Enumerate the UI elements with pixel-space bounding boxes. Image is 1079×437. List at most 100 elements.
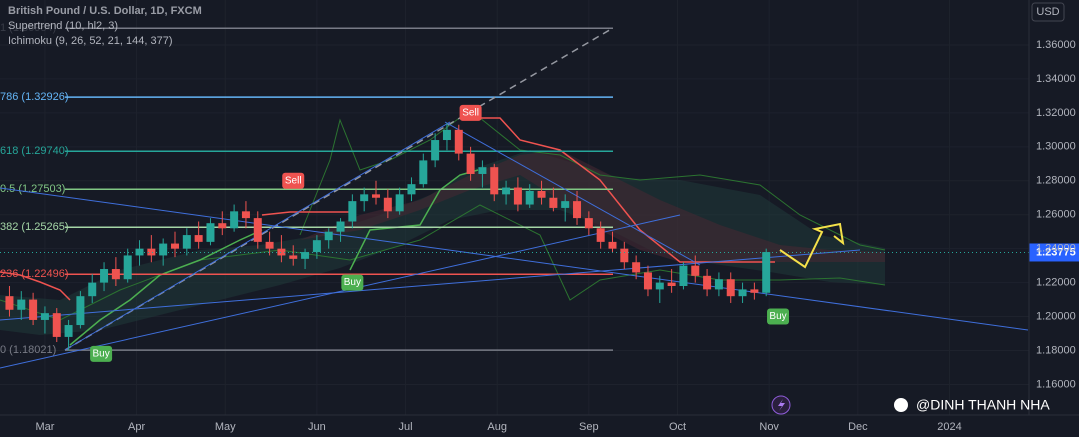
signal-box xyxy=(341,274,364,291)
y-tick-label: 1.34000 xyxy=(1036,73,1076,85)
candle-body xyxy=(241,211,250,219)
candle-body xyxy=(312,240,321,253)
candle-body xyxy=(561,201,570,208)
fib-label: 382 (1.25265) xyxy=(0,221,69,233)
signal-label: Buy xyxy=(344,277,361,288)
candle-body xyxy=(100,269,109,283)
supertrend xyxy=(0,117,775,346)
signal-label: Buy xyxy=(92,349,109,360)
cloud-fill xyxy=(0,150,885,335)
supertrend-up xyxy=(69,229,263,346)
fib-label: 0.5 (1.27503) xyxy=(0,183,65,195)
candle-body xyxy=(407,184,416,195)
x-tick-label: Nov xyxy=(759,421,779,433)
candle-body xyxy=(431,140,440,161)
candle-body xyxy=(170,243,179,249)
y-tick-label: 1.30000 xyxy=(1036,141,1076,153)
y-tick-label: 1.16000 xyxy=(1036,378,1076,390)
signal-box xyxy=(459,104,482,121)
supertrend-down xyxy=(261,211,350,216)
candle-body xyxy=(230,211,239,229)
fib-label: 786 (1.32926) xyxy=(0,91,69,103)
trendline xyxy=(0,187,1029,331)
title: British Pound / U.S. Dollar, 1D, FXCM xyxy=(8,5,202,17)
currency-box[interactable] xyxy=(1031,2,1065,22)
y-tick-label: 1.36000 xyxy=(1036,39,1076,51)
candle-body xyxy=(762,252,771,293)
candle-body xyxy=(573,201,582,219)
candle-body xyxy=(738,289,747,297)
x-tick-label: Oct xyxy=(669,421,686,433)
candle-body xyxy=(655,282,664,290)
candle-body xyxy=(502,187,511,195)
fib-label: 618 (1.29740) xyxy=(0,145,69,157)
candle-body xyxy=(76,296,85,326)
candle-body xyxy=(632,262,641,273)
candle-body xyxy=(608,241,617,249)
fb-icon xyxy=(894,398,908,412)
candle-body xyxy=(372,194,381,198)
candle-body xyxy=(750,289,759,293)
candle-body xyxy=(64,325,73,337)
y-tick-label: 1.32000 xyxy=(1036,107,1076,119)
candle-body xyxy=(348,201,357,222)
candle-body xyxy=(17,299,26,310)
signal-label: Sell xyxy=(462,108,479,119)
x-tick-label: Jul xyxy=(399,421,413,433)
y-tick-label: 1.18000 xyxy=(1036,344,1076,356)
fib-label: 1 (1.36984) xyxy=(0,22,56,34)
x-tick-label: Mar xyxy=(35,421,54,433)
y-tick-label: 1.22000 xyxy=(1036,277,1076,289)
last-price-box xyxy=(1029,243,1079,262)
x-tick-label: Jun xyxy=(308,421,326,433)
candle-body xyxy=(383,197,392,212)
cloud-fill xyxy=(300,150,885,262)
candle-body xyxy=(324,231,333,241)
candle-body xyxy=(52,313,61,337)
candle-body xyxy=(206,223,215,242)
candle-body xyxy=(549,197,558,208)
candle-body xyxy=(679,265,688,287)
candle-body xyxy=(194,235,203,242)
candle-body xyxy=(123,255,132,280)
trendline xyxy=(0,249,861,321)
candle-body xyxy=(490,167,499,195)
candle-body xyxy=(537,190,546,198)
last-price-label: 1.23775 xyxy=(1036,246,1076,258)
overlay: 1.23775 Buy Buy Sell Sell Buy xyxy=(0,104,1079,362)
candle-body xyxy=(691,265,700,276)
candle-body xyxy=(159,243,168,256)
candle-body xyxy=(289,255,298,259)
candle-body xyxy=(466,153,475,174)
candle-body xyxy=(336,221,345,232)
signal-box xyxy=(282,172,305,189)
indicator-label: Supertrend (10, hl2, 3) xyxy=(8,20,118,32)
y-tick-label: 1.28000 xyxy=(1036,175,1076,187)
candle-body xyxy=(714,279,723,290)
candle-body xyxy=(596,228,605,242)
candle-body xyxy=(478,167,487,174)
ichimoku-line xyxy=(299,109,886,251)
currency: USD xyxy=(1036,6,1059,18)
trendline xyxy=(444,121,701,266)
candle-body xyxy=(513,187,522,205)
candle-body xyxy=(265,241,274,249)
candle-body xyxy=(620,248,629,263)
y-tick-label: 1.26000 xyxy=(1036,209,1076,221)
candle-body xyxy=(395,194,404,212)
signal-box xyxy=(90,345,113,362)
candle-body xyxy=(40,313,49,320)
candle-body xyxy=(667,282,676,287)
candle-body xyxy=(703,275,712,290)
candle-body xyxy=(111,269,120,280)
signal-label: Buy xyxy=(769,311,786,322)
candle-body xyxy=(726,279,735,297)
candle-body xyxy=(135,248,144,256)
y-tick-label: 1.20000 xyxy=(1036,310,1076,322)
indicator-label: Ichimoku (9, 26, 52, 21, 144, 377) xyxy=(8,35,173,47)
trendlines xyxy=(0,27,1029,369)
candle-body xyxy=(360,194,369,202)
candle-body xyxy=(454,129,463,154)
